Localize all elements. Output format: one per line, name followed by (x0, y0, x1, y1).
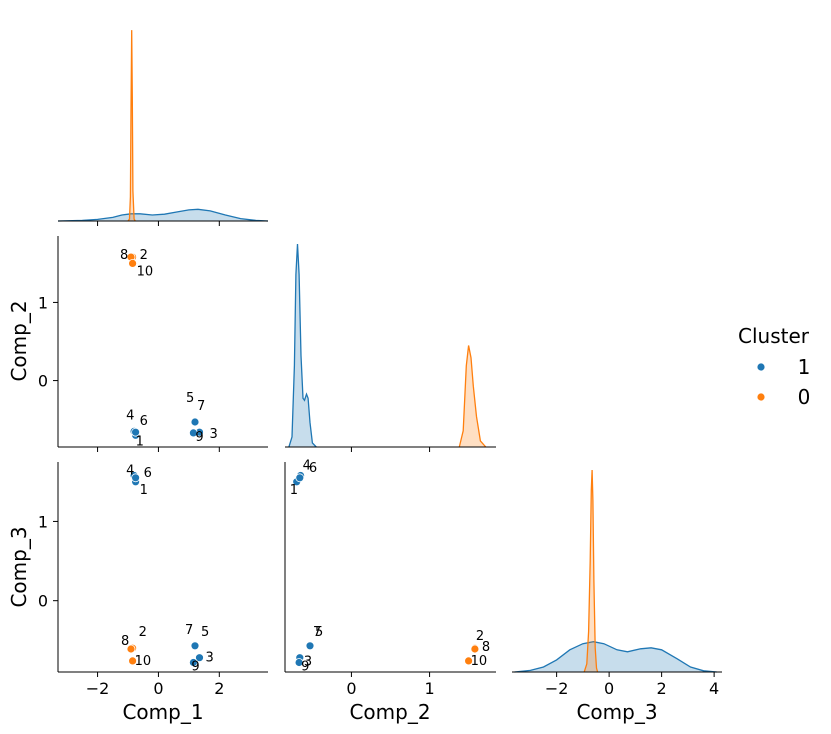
point-label-c1c2-3: 3 (210, 427, 218, 442)
scatter-point-c1c3-3 (195, 653, 204, 663)
point-label-c2c3-4: 4 (303, 458, 311, 473)
scatter-point-c1c2-6 (131, 427, 141, 437)
x-tick-label-comp2: 0 (346, 679, 356, 698)
point-label-c1c2-2: 2 (140, 248, 148, 263)
point-label-c1c2-10: 10 (137, 264, 154, 279)
scatter-point-c1c3-7 (190, 641, 200, 651)
y-axis-label-comp2: Comp_2 (7, 300, 31, 381)
point-label-c1c3-6: 6 (144, 466, 152, 481)
x-tick-label-comp1: −2 (86, 679, 110, 698)
kde-fill-comp3-cluster-1 (514, 641, 717, 672)
scatter-point-c1c2-10 (128, 258, 138, 268)
x-axis-label-comp2: Comp_2 (349, 700, 430, 724)
point-label-c2c3-2: 2 (476, 629, 484, 644)
x-tick-label-comp3: 2 (657, 679, 667, 698)
y-tick-label-comp2: 1 (38, 293, 48, 312)
x-axis-label-comp3: Comp_3 (576, 700, 657, 724)
point-label-c1c2-1: 1 (136, 434, 144, 449)
x-tick-label-comp3: 4 (709, 679, 719, 698)
x-tick-label-comp3: −2 (545, 679, 569, 698)
x-tick-label-comp2: 1 (424, 679, 434, 698)
y-tick-label-comp3: 1 (38, 512, 48, 531)
kde-fill-comp2-cluster-0 (459, 345, 486, 447)
kde-fill-comp1-cluster-0 (128, 30, 136, 221)
scatter-point-c1c2-9 (188, 428, 198, 438)
scatter-point-c2c3-7 (305, 641, 315, 651)
point-label-c1c3-2: 2 (139, 625, 147, 640)
x-tick-label-comp3: 0 (604, 679, 614, 698)
scatter-point-c1c2-7 (190, 417, 200, 427)
scatter-point-c1c3-8 (126, 644, 136, 654)
point-label-c1c3-10: 10 (135, 654, 152, 669)
scatter-point-c2c3-10 (464, 656, 474, 666)
point-label-c2c3-5: 5 (315, 625, 323, 640)
legend-title: Cluster (738, 324, 810, 348)
point-label-c1c2-5: 5 (186, 391, 194, 406)
point-label-c2c3-8: 8 (482, 640, 490, 655)
point-label-c2c3-7: 7 (313, 625, 321, 640)
point-label-c1c3-8: 8 (121, 634, 129, 649)
legend-marker-cluster-0 (756, 392, 766, 402)
point-label-c1c2-9: 9 (195, 430, 203, 445)
point-label-c2c3-3: 3 (304, 655, 312, 670)
point-label-c1c3-5: 5 (201, 625, 209, 640)
x-tick-label-comp1: 0 (153, 679, 163, 698)
point-label-c1c2-7: 7 (197, 399, 205, 414)
legend-marker-cluster-1 (756, 362, 766, 372)
point-label-c1c3-4: 4 (126, 463, 134, 478)
legend-label-cluster-0: 0 (798, 385, 811, 409)
point-label-c1c3-1: 1 (140, 483, 148, 498)
point-label-c1c2-4: 4 (126, 408, 134, 423)
point-label-c1c2-6: 6 (140, 414, 148, 429)
y-tick-label-comp2: 0 (38, 372, 48, 391)
y-tick-label-comp3: 0 (38, 592, 48, 611)
kde-fill-comp1-cluster-1 (58, 209, 268, 221)
scatter-point-c2c3-9 (294, 658, 304, 667)
kde-line-comp3-cluster-0 (583, 469, 599, 673)
scatter-point-c1c3-9 (188, 658, 198, 667)
kde-line-comp2-cluster-1 (288, 243, 317, 448)
point-label-c1c3-3: 3 (206, 651, 214, 666)
point-label-c1c3-9: 9 (191, 659, 199, 674)
x-tick-label-comp1: 2 (214, 679, 224, 698)
kde-line-comp1-cluster-1 (57, 208, 269, 222)
point-label-c2c3-1: 1 (290, 483, 298, 498)
scatter-point-c2c3-6 (295, 473, 305, 483)
legend-label-cluster-1: 1 (798, 355, 811, 379)
scatter-point-c2c3-8 (470, 644, 480, 654)
point-label-c2c3-6: 6 (309, 461, 317, 476)
y-axis-label-comp3: Comp_3 (7, 526, 31, 607)
x-axis-label-comp1: Comp_1 (122, 700, 203, 724)
scatter-point-c1c3-6 (131, 473, 141, 483)
kde-line-comp2-cluster-0 (458, 345, 487, 448)
scatter-point-c1c3-10 (128, 656, 138, 666)
kde-line-comp3-cluster-1 (514, 641, 717, 673)
point-label-c2c3-10: 10 (471, 654, 488, 669)
point-label-c2c3-9: 9 (301, 659, 309, 674)
point-label-c1c2-8: 8 (120, 248, 128, 263)
kde-line-comp1-cluster-0 (127, 30, 136, 222)
point-label-c1c3-7: 7 (185, 623, 193, 638)
